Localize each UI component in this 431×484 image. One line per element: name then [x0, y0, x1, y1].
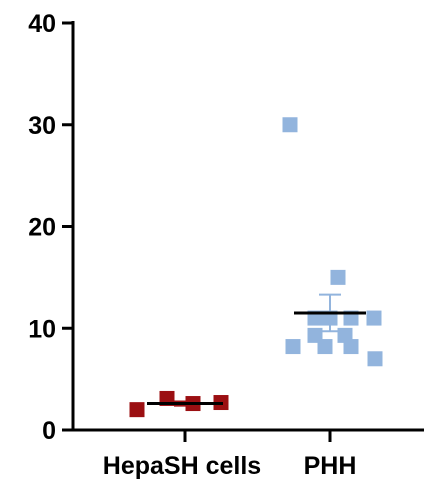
data-point [343, 339, 359, 355]
data-point [367, 351, 383, 367]
x-category-label: PHH [304, 452, 357, 480]
x-category-label: HepaSH cells [103, 452, 261, 480]
y-tick-label: 40 [28, 10, 56, 38]
x-ticks: HepaSH cells PHH [103, 430, 357, 480]
data-point [330, 269, 346, 285]
data-point [317, 339, 333, 355]
data-point [129, 402, 145, 418]
mean-lines [147, 311, 366, 406]
y-tick-label: 20 [28, 214, 56, 242]
y-tick-label: 0 [42, 417, 56, 445]
data-point [282, 117, 298, 133]
data-points [129, 117, 383, 418]
y-tick-label: 30 [28, 112, 56, 140]
y-tick-label: 10 [28, 315, 56, 343]
data-point [366, 310, 382, 326]
data-point [285, 339, 301, 355]
y-ticks: 0 10 20 30 40 [28, 10, 73, 445]
